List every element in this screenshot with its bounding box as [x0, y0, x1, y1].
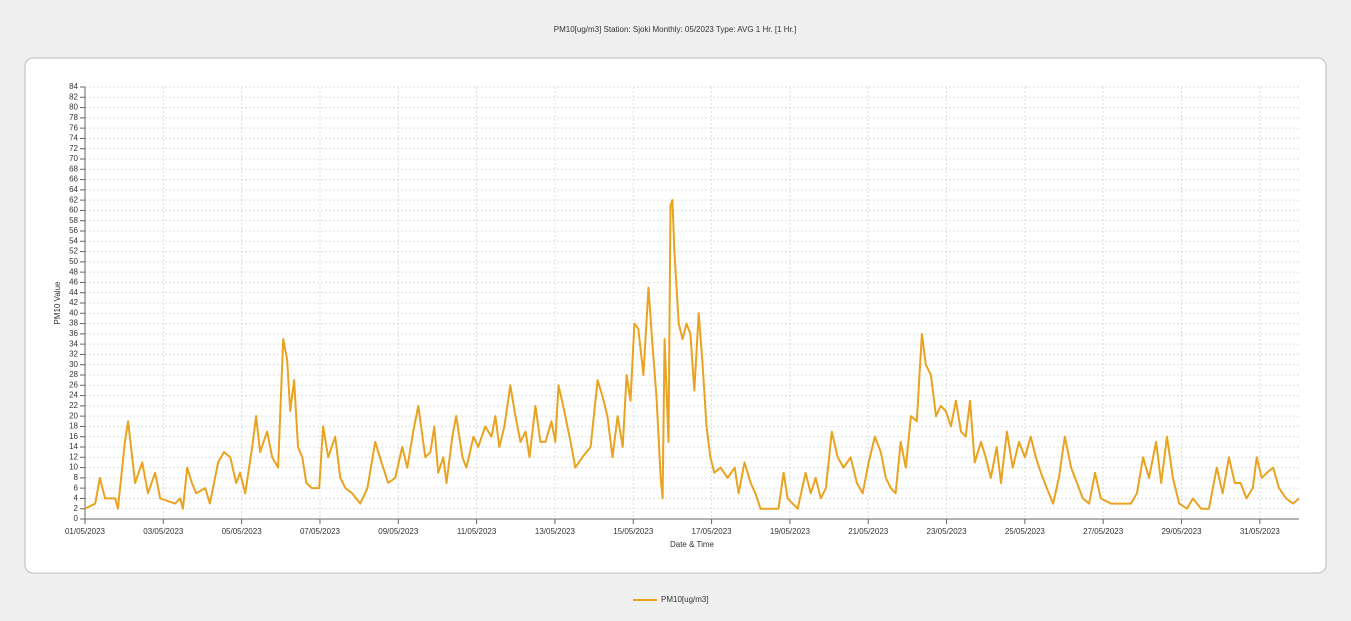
- y-tick-label: 46: [69, 278, 78, 287]
- y-tick-label: 64: [69, 185, 78, 194]
- y-tick-label: 2: [74, 504, 79, 513]
- y-tick-label: 82: [69, 92, 78, 101]
- y-tick-label: 0: [74, 514, 79, 523]
- x-tick-label: 03/05/2023: [143, 527, 184, 536]
- y-tick-label: 76: [69, 123, 78, 132]
- y-tick-label: 12: [69, 452, 78, 461]
- x-tick-label: 23/05/2023: [927, 527, 968, 536]
- y-tick-label: 38: [69, 319, 78, 328]
- y-tick-label: 14: [69, 442, 78, 451]
- x-tick-label: 21/05/2023: [848, 527, 889, 536]
- y-tick-label: 28: [69, 370, 78, 379]
- x-tick-label: 11/05/2023: [457, 527, 497, 536]
- x-tick-label: 01/05/2023: [65, 527, 106, 536]
- x-tick-label: 19/05/2023: [770, 527, 811, 536]
- y-tick-label: 6: [74, 483, 79, 492]
- y-tick-label: 68: [69, 164, 78, 173]
- plot-panel: [24, 57, 1327, 574]
- x-tick-label: 31/05/2023: [1240, 527, 1281, 536]
- x-tick-label: 13/05/2023: [535, 527, 576, 536]
- x-axis-label: Date & Time: [670, 540, 715, 549]
- y-tick-label: 48: [69, 267, 78, 276]
- y-tick-label: 66: [69, 175, 78, 184]
- y-tick-label: 72: [69, 144, 78, 153]
- x-tick-label: 25/05/2023: [1005, 527, 1046, 536]
- y-tick-label: 58: [69, 216, 78, 225]
- chart-title: PM10[ug/m3] Station: Sjoki Monthly: 05/2…: [554, 25, 797, 34]
- x-tick-label: 29/05/2023: [1161, 527, 1202, 536]
- y-tick-label: 84: [69, 82, 78, 91]
- y-tick-label: 4: [74, 494, 79, 503]
- x-tick-label: 07/05/2023: [300, 527, 341, 536]
- y-tick-label: 26: [69, 380, 78, 389]
- x-tick-label: 09/05/2023: [378, 527, 419, 536]
- y-tick-label: 80: [69, 103, 78, 112]
- y-tick-label: 78: [69, 113, 78, 122]
- data-line: [84, 199, 1300, 510]
- x-tick-label: 17/05/2023: [692, 527, 733, 536]
- y-tick-label: 24: [69, 391, 78, 400]
- y-tick-label: 62: [69, 195, 78, 204]
- y-tick-label: 18: [69, 422, 78, 431]
- y-tick-label: 36: [69, 329, 78, 338]
- y-axis-label: PM10 Value: [53, 281, 62, 325]
- y-tick-label: 70: [69, 154, 78, 163]
- legend-label: PM10[ug/m3]: [661, 595, 709, 604]
- y-tick-label: 74: [69, 134, 78, 143]
- y-tick-label: 20: [69, 411, 78, 420]
- x-tick-label: 27/05/2023: [1083, 527, 1124, 536]
- y-tick-label: 32: [69, 350, 78, 359]
- y-tick-label: 52: [69, 247, 78, 256]
- y-tick-label: 30: [69, 360, 78, 369]
- y-tick-label: 44: [69, 288, 78, 297]
- y-tick-label: 10: [69, 463, 78, 472]
- y-tick-label: 22: [69, 401, 78, 410]
- y-tick-label: 60: [69, 206, 78, 215]
- y-tick-label: 34: [69, 339, 78, 348]
- x-tick-label: 05/05/2023: [222, 527, 263, 536]
- y-tick-label: 16: [69, 432, 78, 441]
- y-tick-label: 8: [74, 473, 79, 482]
- y-tick-label: 40: [69, 308, 78, 317]
- x-tick-label: 15/05/2023: [613, 527, 654, 536]
- y-tick-label: 56: [69, 226, 78, 235]
- y-tick-label: 50: [69, 257, 78, 266]
- y-tick-label: 42: [69, 298, 78, 307]
- y-tick-label: 54: [69, 236, 78, 245]
